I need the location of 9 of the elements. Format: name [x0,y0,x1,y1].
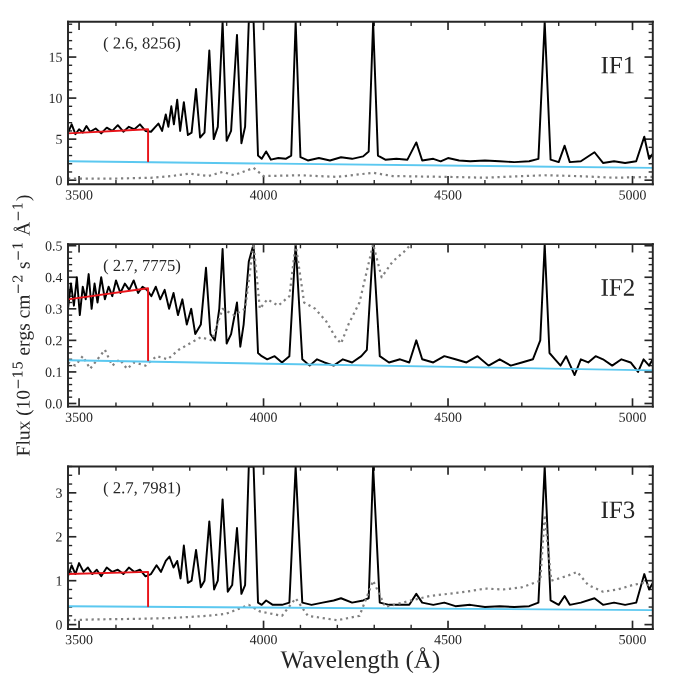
annotation: ( 2.7, 7981) [103,481,181,497]
annotation: IF3 [601,501,635,519]
line-series [68,244,413,370]
x-axis-title: Wavelength (Å) [280,647,440,674]
annotation: ( 2.7, 7775) [103,259,181,275]
annotation: IF1 [601,56,634,74]
annotation: IF2 [601,279,634,296]
text: Flux (10$^{−15}$ ergs cm$^{−2}$ s$^{−1}$ Å$^{−1}$) [12,195,34,456]
annotation: ( 2.6, 8256) [103,36,181,53]
